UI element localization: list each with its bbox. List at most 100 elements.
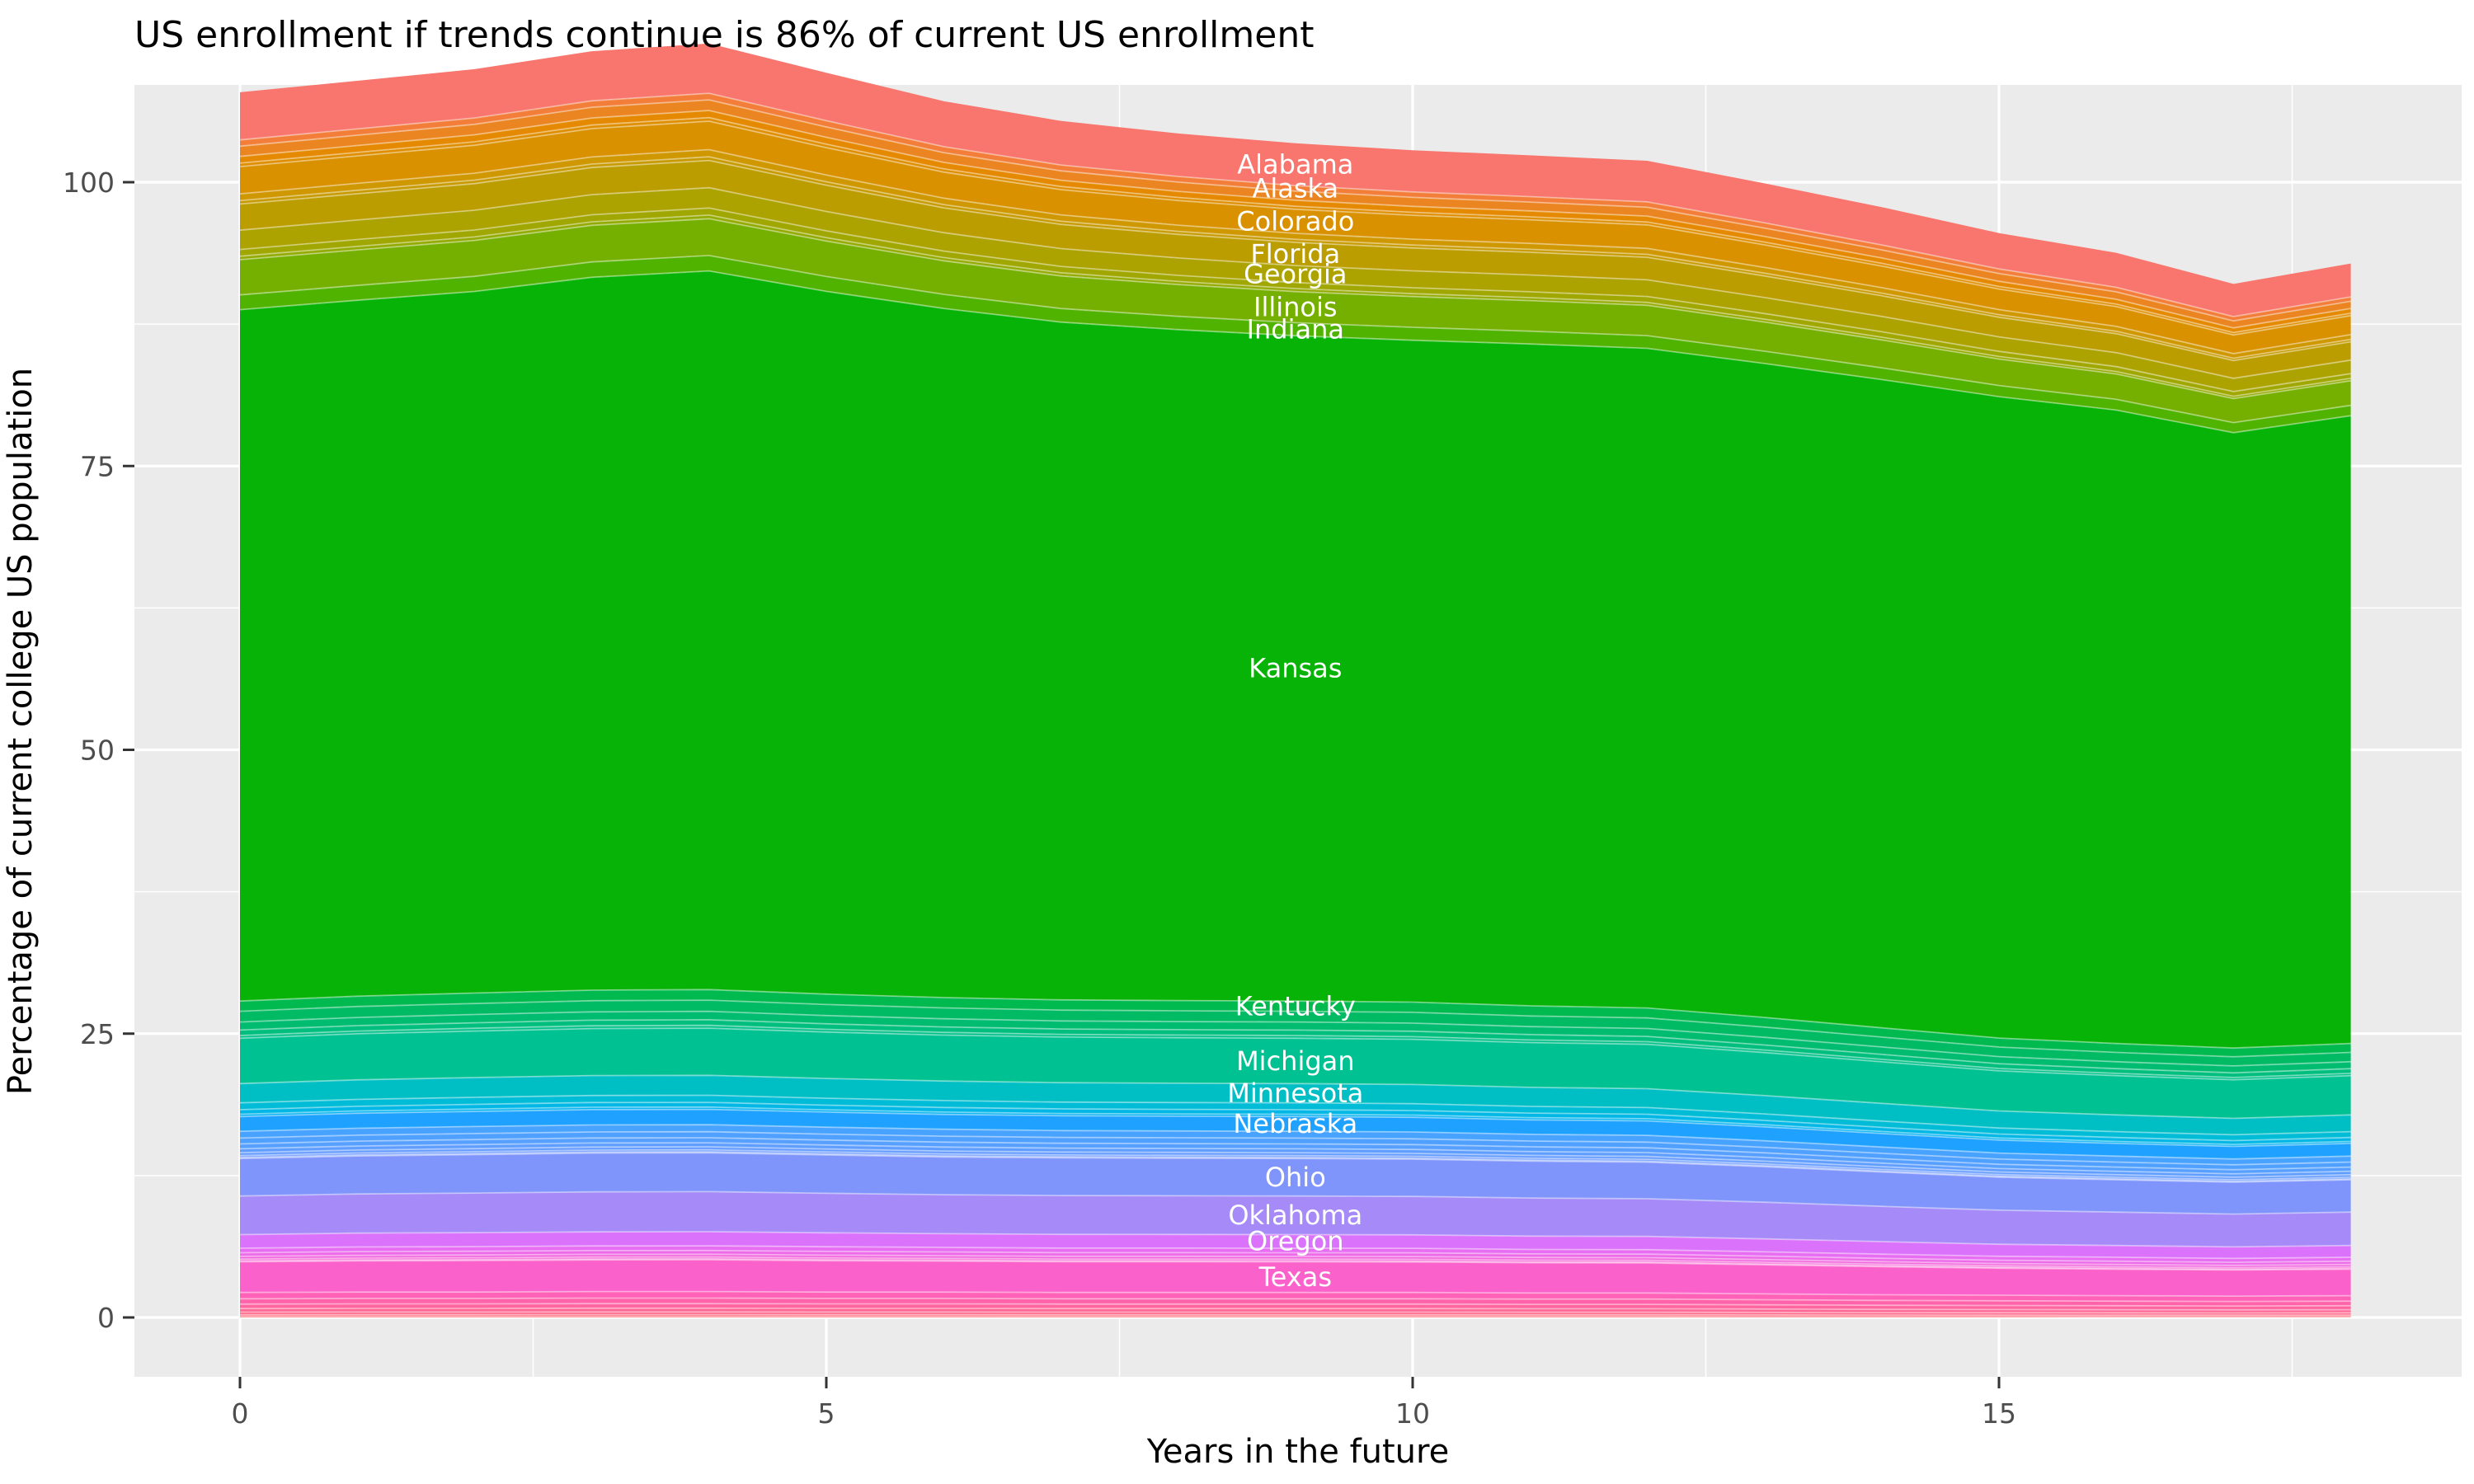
- band-label-indiana: Indiana: [1247, 313, 1344, 345]
- band-minnesota: [240, 1075, 2351, 1135]
- band-label-kentucky: Kentucky: [1235, 990, 1356, 1021]
- band-separator-35: [239, 270, 2351, 434]
- y-tick-label-75: 75: [80, 450, 115, 482]
- band-oklahoma: [240, 1191, 2351, 1247]
- band-separator-13: [239, 1245, 2351, 1260]
- band-separator-44: [239, 120, 2351, 336]
- band-thin-bands-below-texas-stripe-3: [240, 1312, 2351, 1316]
- band-thin-bands-between-michigan-and-kentucky-stripe-4: [240, 1000, 2351, 1066]
- band-michigan: [240, 1028, 2351, 1119]
- band-separator-46: [239, 110, 2351, 329]
- band-label-florida: Florida: [1250, 238, 1340, 270]
- band-kansas: [240, 270, 2351, 1049]
- band-separator-23: [239, 1124, 2351, 1160]
- axis-tick-marks: [123, 181, 2001, 1388]
- band-separator-45: [239, 116, 2351, 334]
- band-separator-43: [239, 148, 2351, 355]
- band-thin-bands-between-ohio-and-nebraska-stripe-6: [240, 1131, 2351, 1170]
- band-separator-7: [239, 1290, 2351, 1298]
- band-thin-bands-between-nebraska-and-minnesota-stripe-2: [240, 1102, 2351, 1145]
- band-separator-17: [239, 1151, 2351, 1182]
- band-separator-10: [239, 1256, 2351, 1269]
- band-georgia: [240, 187, 2351, 392]
- band-separator-4: [239, 1307, 2351, 1311]
- x-tick-label-5: 5: [818, 1397, 835, 1430]
- y-axis-title: Percentage of current college US populat…: [2, 368, 40, 1095]
- y-tick-label-25: 25: [80, 1018, 115, 1050]
- band-nebraska: [240, 1109, 2351, 1159]
- band-separator-38: [239, 214, 2351, 397]
- band-colorado: [240, 121, 2351, 354]
- band-separator-6: [239, 1297, 2351, 1303]
- band-thin-bands-between-ohio-and-nebraska-stripe-5: [240, 1138, 2351, 1174]
- chart-title: US enrollment if trends continue is 86% …: [134, 14, 1314, 56]
- band-separator-27: [239, 1094, 2351, 1136]
- band-oregon: [240, 1232, 2351, 1259]
- band-separator-16: [239, 1152, 2351, 1183]
- area-bands: [240, 43, 2351, 1317]
- band-thin-bands-between-michigan-and-kentucky-stripe-1: [240, 1025, 2351, 1080]
- x-tick-label-15: 15: [1982, 1397, 2016, 1430]
- band-separator-8: [239, 1259, 2351, 1271]
- band-separator-20: [239, 1142, 2351, 1175]
- band-label-kansas: Kansas: [1249, 653, 1342, 684]
- band-separator-24: [239, 1108, 2351, 1148]
- band-separator-31: [239, 1018, 2351, 1074]
- band-separator-26: [239, 1101, 2351, 1142]
- band-thin-bands-between-texas-and-oregon-stripe-4: [240, 1250, 2351, 1266]
- band-thin-bands-between-ohio-and-nebraska-stripe-4: [240, 1143, 2351, 1177]
- band-label-oregon: Oregon: [1247, 1226, 1344, 1257]
- band-thin-bands-between-texas-and-oregon-stripe-3: [240, 1254, 2351, 1268]
- band-alabama: [240, 43, 2351, 317]
- band-label-oklahoma: Oklahoma: [1228, 1200, 1362, 1231]
- band-separator-33: [239, 999, 2351, 1058]
- band-separator-9: [239, 1257, 2351, 1270]
- band-ohio: [240, 1153, 2351, 1214]
- band-separator-37: [239, 218, 2351, 400]
- band-thin-bands-below-texas-stripe-2: [240, 1314, 2351, 1317]
- band-label-colorado: Colorado: [1236, 205, 1354, 237]
- band-thin-bands-below-texas-stripe-7: [240, 1291, 2351, 1302]
- band-separator-14: [239, 1231, 2351, 1248]
- band-label-alaska: Alaska: [1252, 172, 1338, 204]
- band-separator-3: [239, 1311, 2351, 1314]
- band-thin-bands-below-texas-stripe-6: [240, 1298, 2351, 1307]
- band-separator-32: [239, 1010, 2351, 1067]
- band-label-michigan: Michigan: [1236, 1045, 1354, 1077]
- band-label-nebraska: Nebraska: [1233, 1108, 1357, 1139]
- band-separator-30: [239, 1024, 2351, 1078]
- band-separator-39: [239, 207, 2351, 392]
- band-label-illinois: Illinois: [1253, 292, 1338, 323]
- band-thin-bands-between-michigan-and-kentucky-stripe-2: [240, 1019, 2351, 1078]
- band-separator-lines: [239, 92, 2351, 1317]
- band-thin-bands-between-texas-and-oregon-stripe-1: [240, 1258, 2351, 1270]
- band-thin-bands-between-texas-and-oregon-stripe-2: [240, 1256, 2351, 1270]
- band-separator-18: [239, 1148, 2351, 1181]
- band-separator-34: [239, 989, 2351, 1050]
- band-separator-42: [239, 156, 2351, 359]
- y-tick-label-50: 50: [80, 735, 115, 767]
- band-florida: [240, 160, 2351, 378]
- band-thin-bands-between-nebraska-and-minnesota-stripe-1: [240, 1106, 2351, 1147]
- band-separator-41: [239, 159, 2351, 362]
- band-label-ohio: Ohio: [1265, 1162, 1326, 1193]
- band-separator-2: [239, 1313, 2351, 1317]
- band-separator-21: [239, 1137, 2351, 1171]
- band-label-georgia: Georgia: [1244, 258, 1347, 289]
- band-thin-bands-below-texas-stripe-4: [240, 1308, 2351, 1313]
- x-axis-title: Years in the future: [1146, 1433, 1449, 1471]
- y-tick-label-0: 0: [97, 1302, 115, 1334]
- band-separator-29: [239, 1027, 2351, 1081]
- band-label-alabama: Alabama: [1237, 148, 1353, 180]
- band-thin-bands-below-texas-stripe-5: [240, 1303, 2351, 1310]
- band-kentucky: [240, 989, 2351, 1057]
- y-tick-label-100: 100: [63, 167, 115, 199]
- band-thin-bands-between-michigan-and-kentucky-stripe-3: [240, 1011, 2351, 1073]
- band-thin-bands-between-ohio-and-nebraska-stripe-2: [240, 1149, 2351, 1181]
- band-illinois: [240, 218, 2351, 423]
- x-tick-label-0: 0: [232, 1397, 249, 1430]
- band-separator-19: [239, 1146, 2351, 1178]
- band-separator-25: [239, 1106, 2351, 1146]
